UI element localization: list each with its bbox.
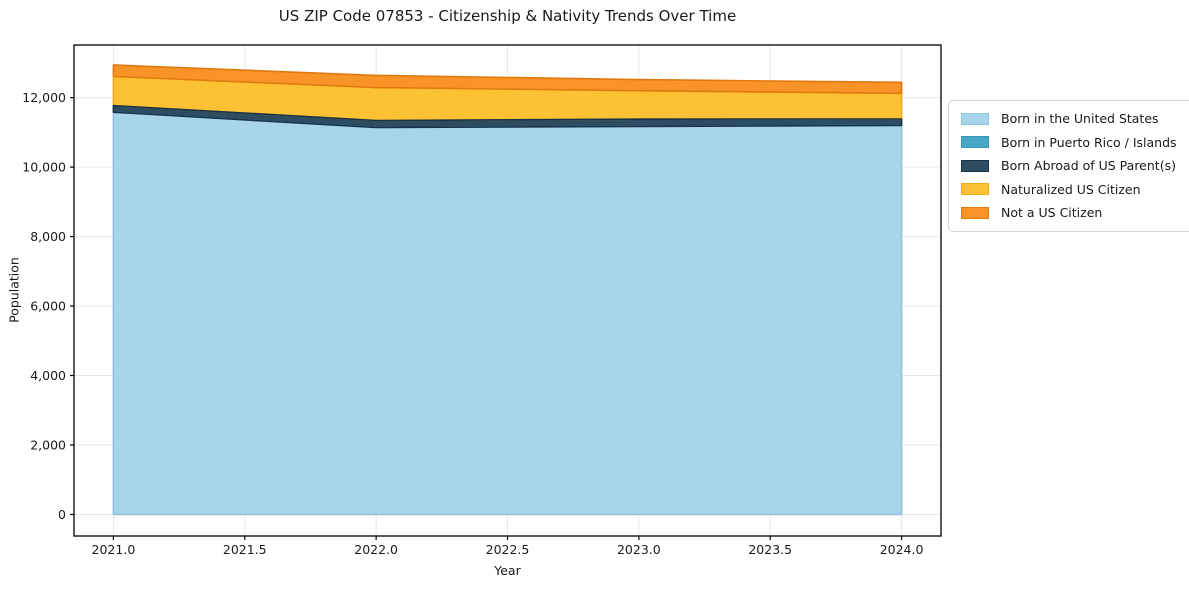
legend-label: Born Abroad of US Parent(s) [1001,158,1176,174]
area-edge-not-a-us-citizen [112,64,903,95]
x-tick-label: 2023.5 [748,542,792,557]
legend-item-born-in-puerto-rico-islands: Born in Puerto Rico / Islands [961,131,1189,155]
x-tick-label: 2022.0 [354,542,398,557]
y-tick-label: 8,000 [30,229,66,244]
area-naturalized-us-citizen [113,76,902,121]
legend-label: Born in the United States [1001,111,1159,127]
area-born-in-the-united-states [113,112,902,515]
x-tick-label: 2022.5 [486,542,530,557]
y-tick-label: 12,000 [22,90,66,105]
y-tick-label: 0 [58,507,66,522]
x-tick-label: 2024.0 [880,542,924,557]
legend-item-naturalized-us-citizen: Naturalized US Citizen [961,178,1189,202]
x-tick-label: 2021.0 [92,542,136,557]
legend-swatch [961,112,989,125]
x-tick-label: 2021.5 [223,542,267,557]
chart-title: US ZIP Code 07853 - Citizenship & Nativi… [278,7,737,25]
legend-swatch [961,206,989,219]
legend-label: Born in Puerto Rico / Islands [1001,134,1177,150]
x-tick-label: 2023.0 [617,542,661,557]
area-not-a-us-citizen [113,64,902,94]
y-tick-label: 2,000 [30,437,66,452]
legend: Born in the United States Born in Puerto … [948,100,1189,232]
legend-item-born-in-the-united-states: Born in the United States [961,107,1189,131]
legend-swatch [961,136,989,149]
y-tick-label: 4,000 [30,368,66,383]
y-tick-label: 6,000 [30,299,66,314]
legend-swatch [961,159,989,172]
y-tick-label: 10,000 [22,160,66,175]
legend-label: Not a US Citizen [1001,205,1103,221]
legend-item-not-a-us-citizen: Not a US Citizen [961,201,1189,225]
legend-label: Naturalized US Citizen [1001,181,1141,197]
x-axis-label: Year [494,563,521,578]
legend-swatch [961,183,989,196]
area-edge-born-abroad-of-us-parent-s [112,104,903,129]
area-born-abroad-of-us-parent-s [113,105,902,128]
legend-item-born-abroad-of-us-parent-s: Born Abroad of US Parent(s) [961,154,1189,178]
